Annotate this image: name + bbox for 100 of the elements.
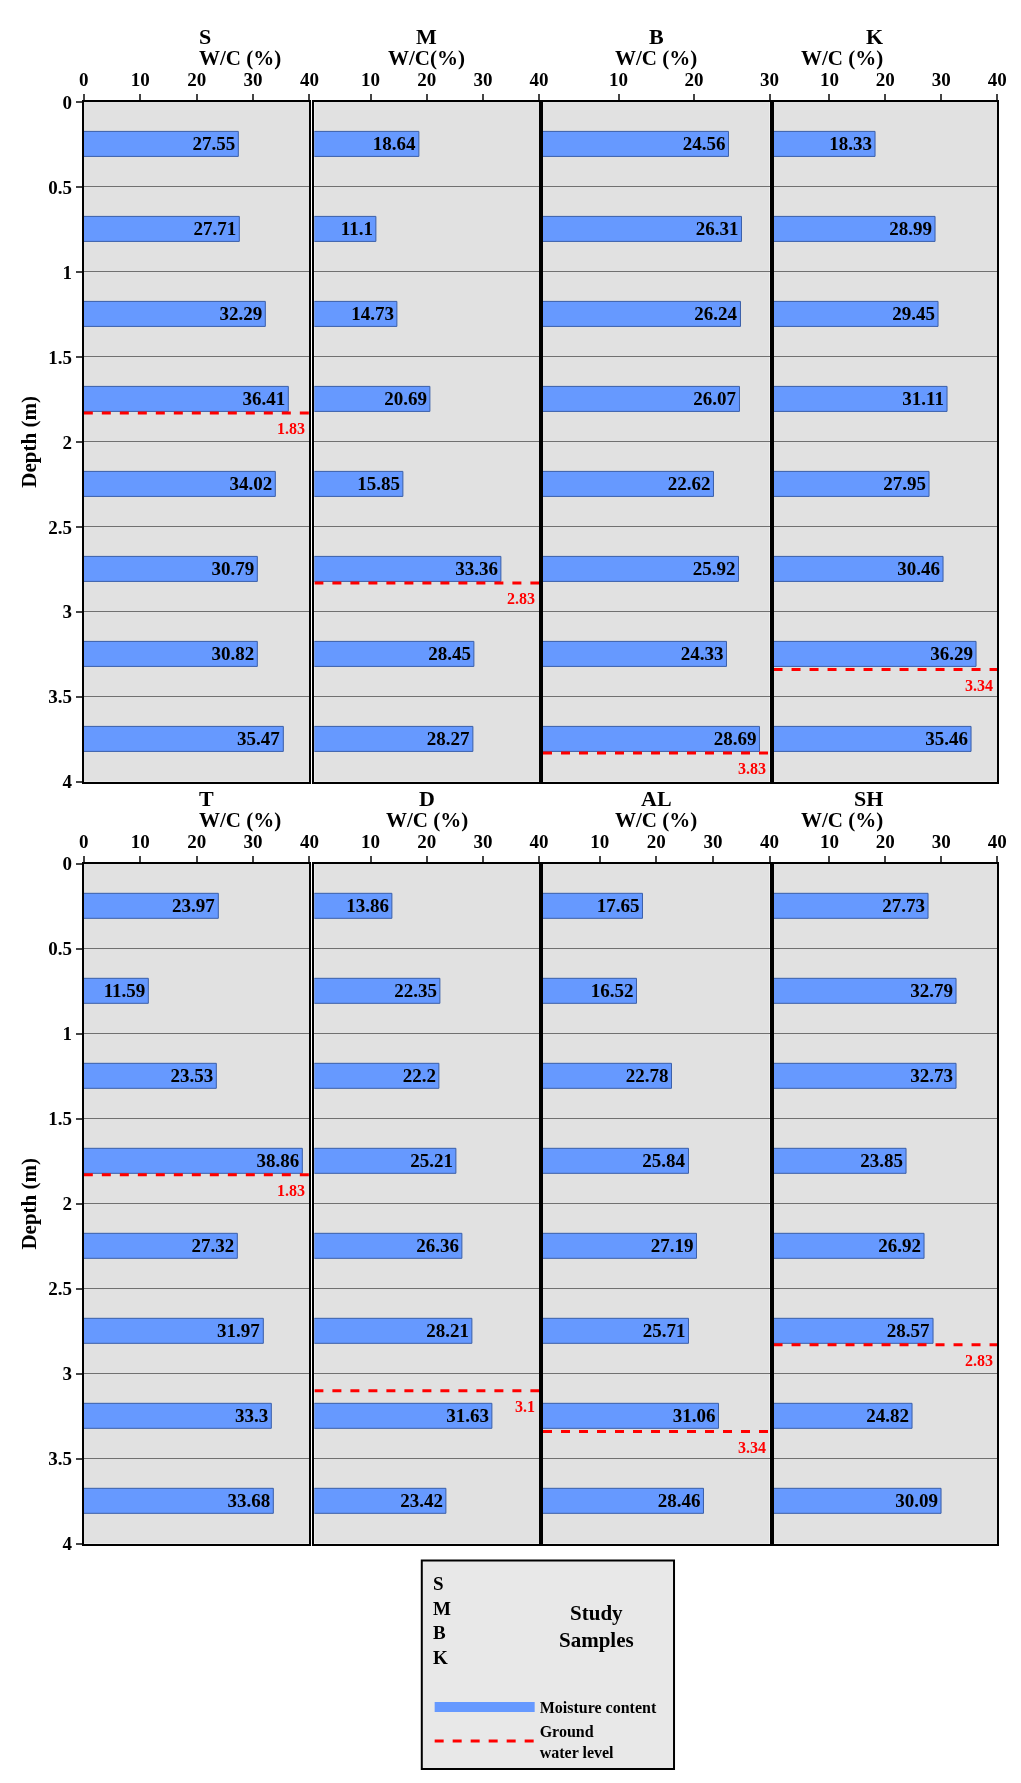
- bar: [83, 1487, 274, 1514]
- x-tick-label: 40: [987, 69, 1007, 91]
- bar: [773, 1487, 942, 1514]
- data-label: 27.55: [192, 133, 236, 155]
- data-label: 13.86: [346, 895, 389, 917]
- data-label: 29.45: [892, 303, 936, 325]
- y-tick-label: 3.5: [48, 1448, 73, 1470]
- x-tick-label: 10: [590, 831, 610, 853]
- y-tick-label: 2.5: [48, 1278, 73, 1300]
- data-label: 23.53: [170, 1065, 214, 1087]
- data-label: 30.82: [211, 643, 255, 665]
- bar: [542, 640, 727, 667]
- data-label: 27.32: [191, 1235, 235, 1257]
- data-label: 31.97: [217, 1320, 261, 1342]
- data-label: 25.71: [642, 1320, 686, 1342]
- bar: [542, 1062, 672, 1089]
- x-tick-label: 20: [875, 831, 895, 853]
- data-label: 32.79: [910, 980, 954, 1002]
- bar: [83, 1062, 217, 1089]
- y-tick-label: 2.5: [48, 516, 73, 538]
- data-label: 22.62: [667, 473, 711, 495]
- data-label: 36.29: [930, 643, 974, 665]
- data-label: 27.95: [883, 473, 927, 495]
- ref-line-label: 3.1: [515, 1398, 535, 1415]
- bar: [773, 1062, 957, 1089]
- data-label: 24.33: [680, 643, 724, 665]
- chart-title: SH: [854, 786, 884, 811]
- x-tick-label: 20: [187, 69, 207, 91]
- data-label: 35.47: [237, 728, 281, 750]
- x-tick-label: 0: [79, 69, 89, 91]
- bar: [83, 640, 258, 667]
- data-label: 32.73: [910, 1065, 954, 1087]
- x-tick-label: 10: [361, 69, 381, 91]
- y-tick-label: 0.5: [48, 176, 73, 198]
- data-label: 18.33: [829, 133, 873, 155]
- text: S M B K: [433, 1573, 451, 1669]
- bar: [542, 130, 729, 157]
- x-tick-label: 30: [760, 69, 780, 91]
- y-tick-label: 0: [62, 91, 73, 113]
- bar: [773, 977, 957, 1004]
- ref-line-label: 2.83: [965, 1352, 993, 1369]
- ref-line-label: 1.83: [277, 1182, 305, 1199]
- bar: [542, 725, 760, 752]
- bar: [773, 470, 930, 497]
- bar: [773, 385, 948, 412]
- bar: [542, 1147, 689, 1174]
- data-label: 25.84: [642, 1150, 686, 1172]
- x-tick-label: 40: [987, 831, 1007, 853]
- x-tick-label: 10: [130, 69, 150, 91]
- data-label: 24.82: [866, 1405, 910, 1427]
- data-label: 36.41: [242, 388, 286, 410]
- data-label: 31.06: [672, 1405, 716, 1427]
- y-tick-label: 0.5: [48, 938, 73, 960]
- x-tick-label: 10: [819, 831, 839, 853]
- bar: [83, 130, 239, 157]
- data-label: 30.46: [897, 558, 941, 580]
- bar: [542, 1232, 697, 1259]
- bar: [314, 1147, 457, 1174]
- bar: [83, 725, 284, 752]
- bar: [83, 470, 276, 497]
- chart-title: M: [416, 24, 437, 49]
- x-tick-label: 30: [473, 69, 493, 91]
- data-label: 17.65: [596, 895, 640, 917]
- data-label: 33.3: [235, 1405, 269, 1427]
- x-axis-title: W/C (%): [199, 808, 282, 832]
- bar: [773, 555, 944, 582]
- bar: [83, 1147, 303, 1174]
- data-label: 28.46: [657, 1490, 701, 1512]
- bar: [83, 1317, 264, 1344]
- bar: [542, 300, 741, 327]
- data-label: 28.45: [428, 643, 471, 665]
- data-label: 23.85: [860, 1150, 904, 1172]
- x-tick-label: 20: [646, 831, 666, 853]
- x-tick-label: 30: [243, 69, 263, 91]
- x-tick-label: 40: [760, 831, 780, 853]
- y-tick-label: 2: [62, 1193, 73, 1215]
- x-tick-label: 10: [819, 69, 839, 91]
- x-axis-title: W/C (%): [615, 808, 698, 832]
- bar: [773, 725, 972, 752]
- data-label: 31.63: [446, 1405, 489, 1427]
- ref-line-label: 3.34: [738, 1439, 766, 1456]
- y-tick-label: 4: [62, 771, 73, 793]
- data-label: 28.99: [889, 218, 933, 240]
- data-label: 14.73: [351, 303, 394, 325]
- x-tick-label: 30: [931, 831, 951, 853]
- data-label: 30.09: [895, 1490, 939, 1512]
- data-label: 38.86: [256, 1150, 300, 1172]
- bar: [83, 1232, 238, 1259]
- x-tick-label: 40: [529, 831, 549, 853]
- bar: [83, 892, 219, 919]
- y-axis-title: Depth (m): [16, 1157, 41, 1250]
- data-label: 31.11: [902, 388, 945, 410]
- bar: [314, 1402, 493, 1429]
- bar: [314, 1487, 447, 1514]
- data-label: 30.79: [211, 558, 255, 580]
- text: Study Samples: [559, 1601, 634, 1653]
- bar: [542, 215, 742, 242]
- data-label: 16.52: [590, 980, 634, 1002]
- y-tick-label: 3: [62, 601, 73, 623]
- data-label: 18.64: [372, 133, 416, 155]
